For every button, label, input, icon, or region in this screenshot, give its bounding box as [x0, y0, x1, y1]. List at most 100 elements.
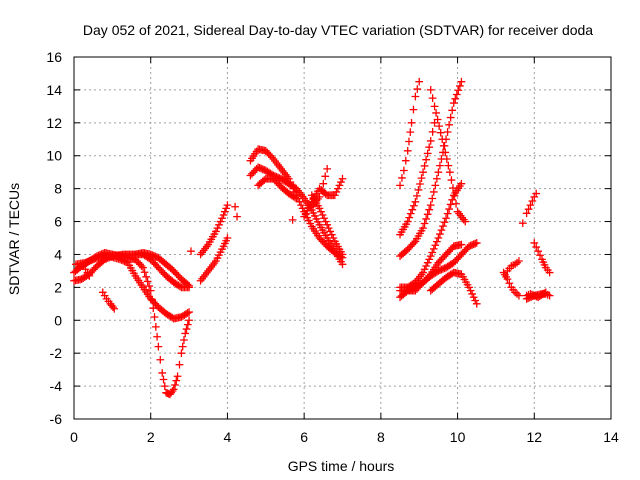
data-point [415, 77, 424, 86]
data-point [436, 128, 445, 137]
data-point [219, 211, 228, 219]
data-point [461, 217, 470, 226]
data-point [428, 128, 437, 136]
data-point [215, 220, 223, 229]
data-point [451, 94, 460, 103]
series-track-29 [522, 288, 550, 302]
data-point [435, 122, 444, 130]
data-point [433, 174, 441, 183]
data-point [447, 176, 456, 184]
data-point [171, 381, 179, 389]
data-point [545, 268, 554, 277]
data-point [532, 189, 541, 198]
x-tick-label: 12 [526, 429, 542, 445]
data-point [422, 262, 430, 270]
data-point [438, 135, 447, 144]
data-point [505, 279, 514, 288]
x-tick-label: 4 [224, 429, 232, 445]
data-point [309, 209, 318, 217]
data-point [428, 94, 437, 102]
data-point [420, 162, 429, 170]
y-tick-labels: -6 -4 -2 0 2 4 6 8 10 12 14 16 [46, 49, 62, 427]
data-point [185, 308, 193, 316]
data-point [159, 375, 168, 384]
y-tick-label: 10 [46, 148, 62, 164]
data-point [545, 291, 554, 300]
data-point [446, 113, 455, 122]
data-point [292, 194, 301, 203]
data-point [409, 201, 418, 210]
data-point [524, 205, 533, 214]
data-point [450, 192, 459, 200]
data-point [515, 291, 523, 300]
series-track-27 [503, 257, 523, 275]
data-point [330, 191, 339, 200]
data-point [182, 325, 191, 333]
y-tick-label: 6 [54, 214, 62, 230]
data-point [532, 243, 541, 251]
data-point [457, 240, 466, 249]
data-point [403, 217, 412, 226]
data-point [332, 188, 341, 196]
data-point [153, 332, 161, 341]
data-point [416, 180, 424, 188]
data-point [181, 329, 190, 338]
data-point [466, 286, 475, 295]
data-point [429, 245, 438, 253]
data-point [401, 156, 410, 165]
data-point [304, 216, 313, 225]
series-track-22 [396, 118, 439, 239]
data-point [337, 178, 345, 186]
data-point [156, 355, 165, 364]
data-point [430, 118, 439, 127]
x-axis-label: GPS time / hours [288, 458, 395, 474]
data-point [426, 137, 435, 145]
data-point [457, 77, 466, 86]
data-point [288, 216, 297, 224]
data-point [173, 372, 182, 381]
series-track-09 [196, 234, 232, 285]
data-point [303, 213, 312, 222]
data-point [528, 197, 537, 205]
data-point [503, 275, 512, 283]
data-point [180, 336, 188, 344]
data-point [306, 219, 315, 228]
data-point [222, 204, 230, 213]
data-point [522, 209, 531, 218]
series-track-05 [98, 288, 119, 313]
data-point [423, 149, 432, 158]
data-point [338, 250, 347, 259]
data-point [430, 102, 439, 111]
data-point [413, 85, 422, 93]
data-point [213, 254, 222, 262]
data-point [407, 118, 416, 127]
data-point [472, 299, 481, 308]
data-point [449, 184, 457, 192]
x-tick-label: 14 [603, 429, 619, 445]
data-point [468, 290, 476, 298]
data-point [85, 271, 94, 280]
data-point [439, 142, 448, 150]
y-tick-label: 4 [54, 246, 62, 262]
data-point [160, 382, 169, 390]
x-tick-label: 0 [70, 429, 78, 445]
data-point [185, 281, 193, 290]
data-point [213, 224, 222, 232]
data-point [413, 192, 421, 200]
y-tick-label: 8 [54, 181, 62, 197]
data-point [440, 218, 449, 227]
data-point [422, 155, 430, 164]
data-point [216, 248, 225, 257]
y-tick-label: -6 [50, 411, 63, 427]
series-track-30 [522, 189, 541, 218]
data-point [423, 210, 432, 219]
data-point [408, 205, 417, 214]
data-point [541, 288, 550, 297]
data-point [223, 234, 232, 242]
data-point [315, 193, 324, 201]
data-point [411, 92, 420, 101]
data-point [444, 161, 453, 170]
series-track-20 [396, 77, 424, 190]
data-point [442, 214, 450, 223]
